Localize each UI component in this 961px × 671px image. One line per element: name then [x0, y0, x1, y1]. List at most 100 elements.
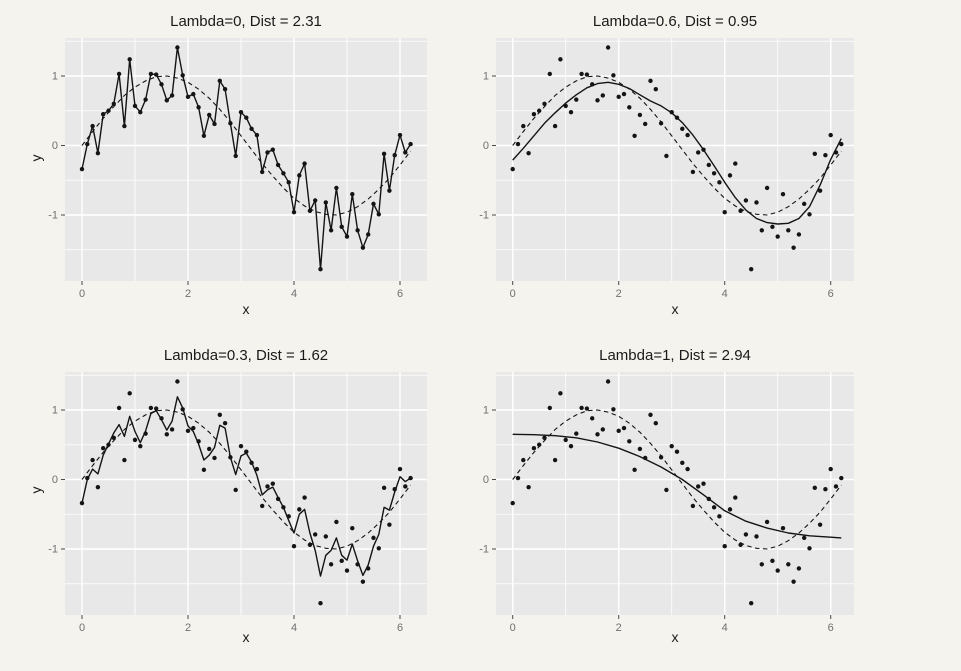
data-point — [217, 412, 222, 418]
data-point — [817, 522, 823, 527]
data-point — [754, 200, 759, 205]
data-point — [201, 467, 207, 472]
data-point — [185, 94, 191, 100]
data-point — [796, 232, 802, 237]
data-point — [79, 166, 85, 172]
data-point — [323, 534, 328, 539]
data-point — [802, 535, 807, 541]
data-point — [611, 407, 616, 412]
data-point — [360, 579, 366, 584]
y-axis-title: y — [28, 486, 44, 494]
data-point — [403, 484, 408, 489]
data-point — [807, 212, 812, 217]
data-point — [318, 601, 323, 606]
x-tick-label: 2 — [185, 622, 191, 634]
data-point — [291, 210, 297, 215]
data-point — [281, 505, 286, 510]
data-point — [392, 153, 397, 158]
data-point — [563, 103, 568, 109]
data-point — [717, 514, 722, 519]
data-point — [542, 101, 547, 107]
data-point — [164, 432, 169, 437]
data-point — [786, 228, 791, 233]
data-point — [392, 487, 397, 492]
x-tick-label: 4 — [722, 288, 728, 300]
data-point — [228, 121, 233, 126]
data-point — [291, 544, 297, 549]
data-point — [207, 446, 212, 452]
data-point — [275, 496, 281, 502]
data-point — [328, 228, 334, 233]
true-curve-dashed — [512, 75, 842, 216]
x-tick-label: 0 — [79, 622, 85, 634]
data-point — [217, 78, 222, 84]
data-point — [579, 71, 584, 77]
data-point — [403, 150, 408, 155]
data-point — [116, 405, 122, 411]
data-point — [775, 568, 780, 573]
data-point — [270, 147, 275, 152]
x-axis-title: x — [242, 301, 250, 317]
y-tick-label: 0 — [52, 140, 58, 152]
data-point — [408, 475, 413, 481]
data-point — [600, 93, 605, 98]
data-point — [244, 449, 249, 454]
data-point — [313, 532, 318, 537]
data-point — [764, 185, 770, 191]
data-point — [547, 405, 552, 411]
data-point — [334, 185, 339, 191]
data-point — [749, 601, 754, 606]
data-point — [371, 201, 376, 207]
data-point — [600, 427, 605, 432]
data-point — [584, 72, 590, 77]
data-point — [515, 141, 521, 147]
data-point — [328, 562, 334, 567]
data-point — [318, 267, 323, 272]
data-point — [605, 45, 611, 50]
data-point — [323, 200, 328, 205]
data-point — [510, 166, 515, 172]
data-point — [387, 522, 392, 527]
data-point — [552, 123, 558, 129]
panel-background — [65, 38, 427, 281]
data-point — [733, 161, 738, 166]
data-point — [355, 562, 360, 567]
data-point — [743, 198, 749, 203]
data-point — [696, 150, 701, 155]
data-point — [817, 188, 823, 193]
data-point — [780, 525, 786, 531]
data-point — [191, 91, 196, 97]
x-tick-label: 4 — [722, 622, 728, 634]
data-point — [701, 481, 706, 486]
data-point — [833, 484, 839, 489]
data-point — [696, 484, 701, 489]
data-point — [658, 455, 664, 460]
data-point — [281, 171, 286, 176]
true-curve-dashed — [81, 75, 412, 216]
y-tick-label: -1 — [48, 544, 58, 556]
data-point — [344, 568, 350, 573]
data-point — [313, 198, 318, 203]
data-point — [360, 245, 366, 250]
data-point — [238, 109, 244, 115]
data-point — [823, 153, 828, 158]
data-point — [627, 439, 632, 444]
x-tick-label: 2 — [616, 622, 622, 634]
data-point — [138, 443, 143, 449]
data-point — [590, 82, 595, 87]
data-point — [201, 133, 207, 138]
data-point — [180, 73, 185, 78]
data-point — [344, 234, 350, 239]
data-point — [823, 487, 828, 492]
x-axis-title: x — [242, 629, 250, 645]
data-point — [510, 500, 515, 506]
data-point — [537, 108, 542, 113]
data-point — [376, 546, 381, 551]
data-point — [664, 487, 669, 493]
data-point — [547, 71, 552, 77]
data-point — [381, 485, 387, 491]
data-point — [85, 141, 90, 147]
data-point — [175, 45, 180, 50]
data-point — [169, 93, 175, 98]
x-tick-label: 6 — [828, 288, 834, 300]
